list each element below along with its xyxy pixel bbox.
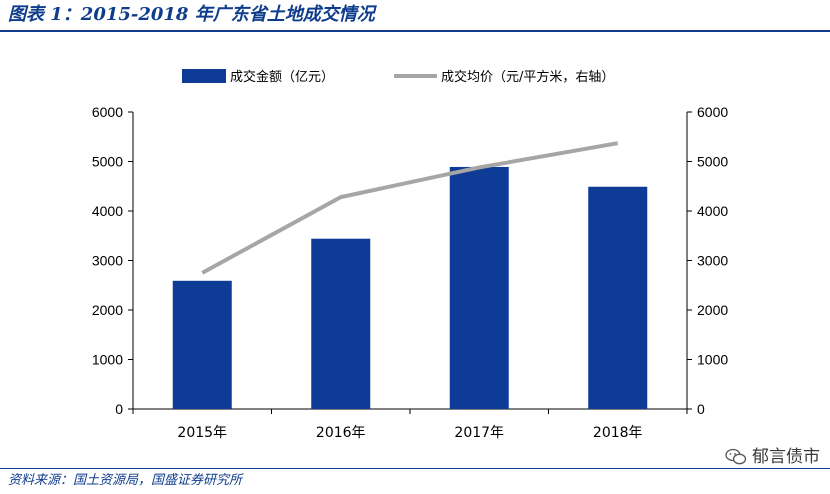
x-category-label: 2018年	[593, 425, 643, 441]
footer-rule	[0, 468, 830, 469]
right-tick-label: 2000	[697, 302, 728, 318]
legend: 成交金额（亿元） 成交均价（元/平方米，右轴）	[182, 69, 614, 85]
bar	[588, 186, 648, 409]
watermark: 郁言债市	[725, 446, 820, 468]
source-note: 资料来源：国土资源局，国盛证券研究所	[8, 473, 243, 488]
tick-labels: 0 1000 2000 3000 4000 5000 6000 0 1000 2000 3000 40…	[92, 104, 729, 441]
bar	[449, 166, 509, 409]
bar	[311, 238, 371, 409]
left-tick-label: 5000	[92, 154, 123, 170]
x-category-label: 2016年	[316, 425, 366, 441]
right-tick-label: 6000	[697, 104, 728, 120]
left-tick-label: 6000	[92, 104, 123, 120]
legend-bar-swatch	[182, 69, 226, 83]
right-tick-label: 5000	[697, 154, 728, 170]
right-tick-label: 4000	[697, 203, 728, 219]
price-line	[201, 141, 619, 275]
right-tick-label: 3000	[697, 253, 728, 269]
right-tick-label: 0	[697, 401, 705, 417]
left-tick-label: 2000	[92, 302, 123, 318]
left-tick-label: 4000	[92, 203, 123, 219]
right-tick-label: 1000	[697, 352, 728, 368]
watermark-text: 郁言债市	[752, 447, 820, 467]
wechat-icon	[725, 448, 747, 465]
bar	[172, 280, 232, 409]
line-series	[201, 141, 619, 275]
bar-series	[172, 166, 648, 409]
legend-line-label: 成交均价（元/平方米，右轴）	[441, 69, 614, 85]
left-tick-label: 3000	[92, 253, 123, 269]
left-tick-label: 0	[115, 401, 123, 417]
legend-bar-label: 成交金额（亿元）	[230, 69, 334, 85]
x-category-label: 2017年	[454, 425, 504, 441]
title-underline	[0, 30, 830, 32]
x-category-label: 2015年	[177, 425, 227, 441]
figure-title: 图表 1：2015-2018 年广东省土地成交情况	[8, 4, 375, 25]
left-tick-label: 1000	[92, 352, 123, 368]
